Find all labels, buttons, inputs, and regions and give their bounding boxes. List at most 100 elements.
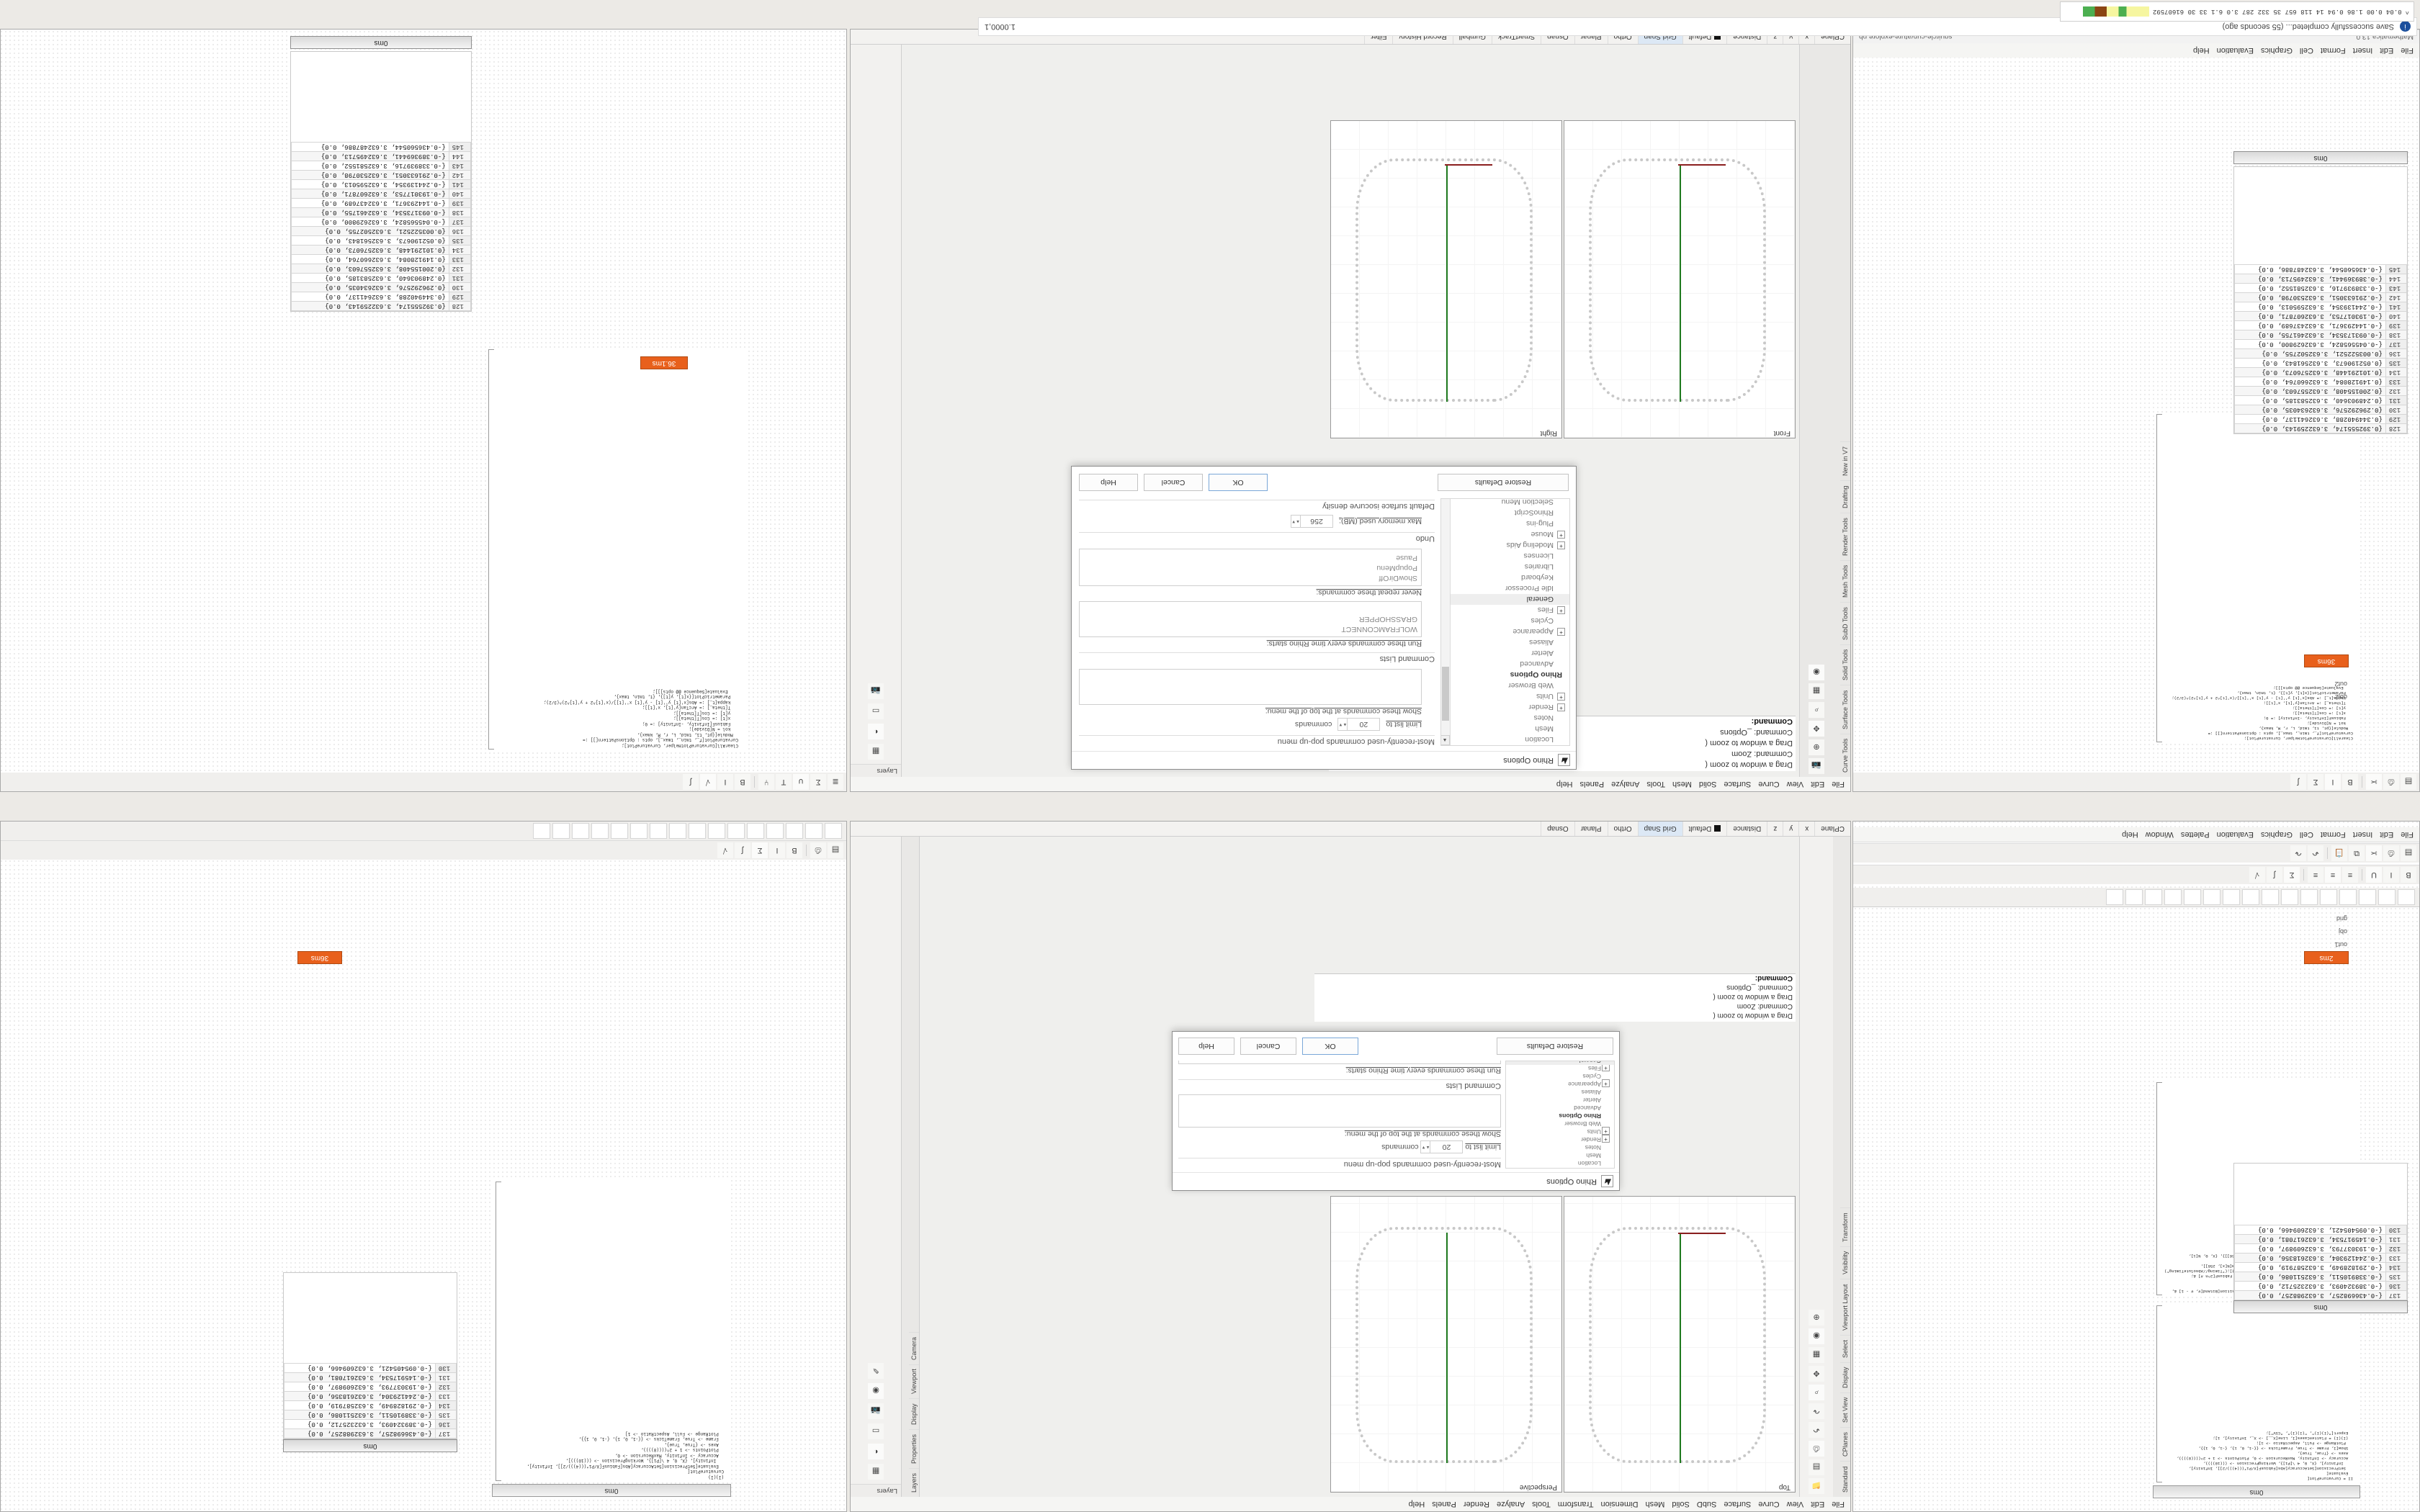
align-center-icon[interactable]: ≡ — [2325, 867, 2341, 883]
expand-icon[interactable]: + — [1557, 628, 1565, 636]
code-cell-3[interactable]: ClearAll[CurvaturePlotHelper, CurvatureP… — [2154, 413, 2360, 744]
options-tree-item-files[interactable]: + Files — [1506, 1063, 1614, 1073]
print-icon[interactable]: ⎙ — [2383, 845, 2399, 861]
cell-bracket-2[interactable] — [2156, 1082, 2162, 1295]
options-tree-item-location[interactable]: Location — [1506, 1160, 1614, 1168]
viewport-label-top[interactable]: Top — [1776, 1483, 1793, 1491]
menu-graphics[interactable]: Graphics — [2260, 46, 2293, 55]
bold-icon[interactable]: B — [2342, 774, 2358, 790]
save-icon[interactable]: ▤ — [2401, 845, 2416, 861]
paste-icon[interactable]: 📋 — [2331, 845, 2347, 861]
options-tree-item-render[interactable]: + Render — [1506, 1135, 1614, 1144]
rhino-window-top[interactable]: File Edit View Curve Surface SubD Solid … — [850, 821, 1851, 1512]
expand-icon[interactable]: + — [1557, 606, 1565, 614]
camera-icon[interactable]: 📷 — [868, 683, 884, 699]
options-tree-item-plug-ins[interactable]: Plug-ins — [1441, 518, 1569, 529]
options-tree-item-advanced[interactable]: Advanced — [1441, 659, 1569, 670]
rhino-menu-analyze[interactable]: Analyze — [1496, 1500, 1525, 1508]
toolbar-tile[interactable] — [2378, 889, 2396, 905]
menu-cell[interactable]: Cell — [2299, 46, 2313, 55]
taskbar-tile[interactable] — [786, 823, 803, 839]
properties-icon[interactable]: ▦ — [868, 1464, 884, 1480]
run-commands-listbox-2[interactable]: WOLFRAMCONNECT GRASSHOPPER — [1079, 601, 1422, 637]
menu-insert[interactable]: Insert — [2352, 46, 2373, 55]
sigma-icon[interactable]: Σ — [2308, 774, 2323, 790]
status-planar[interactable]: Planar — [1574, 822, 1608, 836]
options-tree-item-web-browser[interactable]: Web Browser — [1441, 680, 1569, 691]
menu-palettes[interactable]: Palettes — [2180, 830, 2210, 839]
viewport-label-right[interactable]: Right — [1538, 429, 1559, 437]
options-tree-item-notes[interactable]: Notes — [1506, 1144, 1614, 1152]
rhino-tool-tab-column[interactable]: Standard CPlanes Set View Display Select… — [1832, 822, 1850, 1497]
run-command-item[interactable]: WOLFRAMCONNECT — [1341, 625, 1417, 634]
menu-help[interactable]: Help — [2192, 46, 2210, 55]
toolbar-tile[interactable] — [2359, 889, 2376, 905]
taskbar-tile[interactable] — [669, 823, 686, 839]
rhino-menu-help[interactable]: Help — [1556, 780, 1573, 788]
options-tree-item-keyboard[interactable]: Keyboard — [1441, 572, 1569, 583]
rhino-menu-curve[interactable]: Curve — [1758, 780, 1780, 788]
wolfram-toolbar-bottom[interactable]: ≣ Σ ∪ T ⑂ B I √ ∫ — [1, 772, 846, 791]
options-tree-item-alerter[interactable]: Alerter — [1441, 648, 1569, 659]
toolbar-tile[interactable] — [2320, 889, 2337, 905]
taskbar-tile[interactable] — [766, 823, 784, 839]
taskbar-tile[interactable] — [689, 823, 706, 839]
properties-icon[interactable]: ▦ — [868, 744, 884, 760]
status-cplane[interactable]: CPlane — [1814, 822, 1850, 836]
sqrt-icon[interactable]: √ — [700, 774, 716, 790]
notebook-canvas-bottom[interactable]: ClearAll[CurvaturePlotHelper, CurvatureP… — [1853, 30, 2419, 773]
panel-header-2[interactable]: Layers — [851, 764, 901, 777]
sqrt-icon[interactable]: √ — [717, 842, 733, 858]
options-tree-item-alerter[interactable]: Alerter — [1506, 1097, 1614, 1104]
options-tree-item-general[interactable]: General — [1506, 1061, 1614, 1065]
cell-bracket-3[interactable] — [2156, 414, 2162, 742]
taskbar-tile[interactable] — [2145, 889, 2162, 905]
tool-tab-subd-tools[interactable]: SubD Tools — [1840, 602, 1850, 644]
menu-edit[interactable]: Edit — [2380, 46, 2394, 55]
italic-icon[interactable]: I — [2325, 774, 2341, 790]
tool-tab-surface-tools[interactable]: Surface Tools — [1840, 685, 1850, 734]
save-icon[interactable]: ▤ — [1809, 1459, 1824, 1475]
data-table-container-top[interactable]: 137 {-0.436698257, 3.632988257, 0.0} 136 {-… — [2233, 1163, 2408, 1301]
rhino-menu-edit[interactable]: Edit — [1811, 780, 1825, 788]
toolbar-tile[interactable] — [2398, 889, 2415, 905]
never-repeat-item[interactable]: PopupMenu — [1376, 564, 1417, 572]
options-tree-item-mouse[interactable]: + Mouse — [1441, 529, 1569, 540]
expand-icon[interactable]: + — [1557, 541, 1565, 549]
limit-list-spinner[interactable]: 20 ▲▼ — [1420, 1140, 1464, 1153]
options-tree-item-cycles[interactable]: Cycles — [1506, 1073, 1614, 1081]
options-dialog-bottom[interactable]: Rhino Options Location Mesh Notes + Render + U… — [1071, 466, 1577, 770]
cut-icon[interactable]: ✂ — [2366, 774, 2382, 790]
cell-bracket[interactable] — [496, 1182, 501, 1481]
pan-icon[interactable]: ✥ — [1809, 1366, 1824, 1382]
taskbar-tile[interactable] — [572, 823, 589, 839]
rhino-menu-surface[interactable]: Surface — [1724, 1500, 1752, 1508]
side-tab-layers[interactable]: Layers — [909, 1467, 919, 1497]
toolbar-tile[interactable] — [2262, 889, 2279, 905]
rhino-menu-mesh[interactable]: Mesh — [1672, 780, 1692, 788]
taskbar-tile[interactable] — [533, 823, 550, 839]
wolfram-data-table-bottom[interactable]: 128 {0.392555174, 3.632259143, 0.0} 129 {0.… — [290, 51, 472, 312]
rhino-menu-curve[interactable]: Curve — [1758, 1500, 1780, 1508]
expand-icon[interactable]: + — [1557, 693, 1565, 701]
viewport-icon[interactable]: ▭ — [868, 1423, 884, 1439]
taskbar-tile[interactable] — [805, 823, 823, 839]
notebook-main-toolbar[interactable]: ▤ ⎙ ✂ ⧉ 📋 ↶ ↷ — [1853, 843, 2419, 863]
data-table-container-bottom[interactable]: 128 {0.392555174, 3.632259143, 0.0} 129 {0.… — [2233, 166, 2408, 434]
taskbar-tile[interactable] — [2106, 889, 2123, 905]
taskbar-tile[interactable] — [825, 823, 842, 839]
side-tab-viewport[interactable]: Viewport — [909, 1364, 919, 1399]
redo-icon[interactable]: ↷ — [2290, 845, 2306, 861]
menu-help[interactable]: Help — [2122, 830, 2138, 839]
tool-tab-new-in-v7[interactable]: New in V7 — [1840, 441, 1850, 481]
options-tree-item-rhino-options[interactable]: Rhino Options — [1506, 1112, 1614, 1120]
wolfram-canvas-bottom[interactable]: ClearAll[CurvaturePlotHelper, CurvatureP… — [1, 30, 846, 773]
rhino-menu-surface[interactable]: Surface — [1724, 780, 1752, 788]
gumball-icon[interactable]: ⊕ — [1809, 739, 1824, 755]
tool-tab-setview[interactable]: Set View — [1840, 1392, 1850, 1428]
render-icon[interactable]: ◉ — [868, 1383, 884, 1399]
tool-tab-mesh-tools[interactable]: Mesh Tools — [1840, 559, 1850, 603]
viewport-icon[interactable]: ▭ — [868, 703, 884, 719]
integral-icon[interactable]: ∫ — [2267, 867, 2282, 883]
wolfram-taskbar-top[interactable] — [1, 822, 846, 841]
